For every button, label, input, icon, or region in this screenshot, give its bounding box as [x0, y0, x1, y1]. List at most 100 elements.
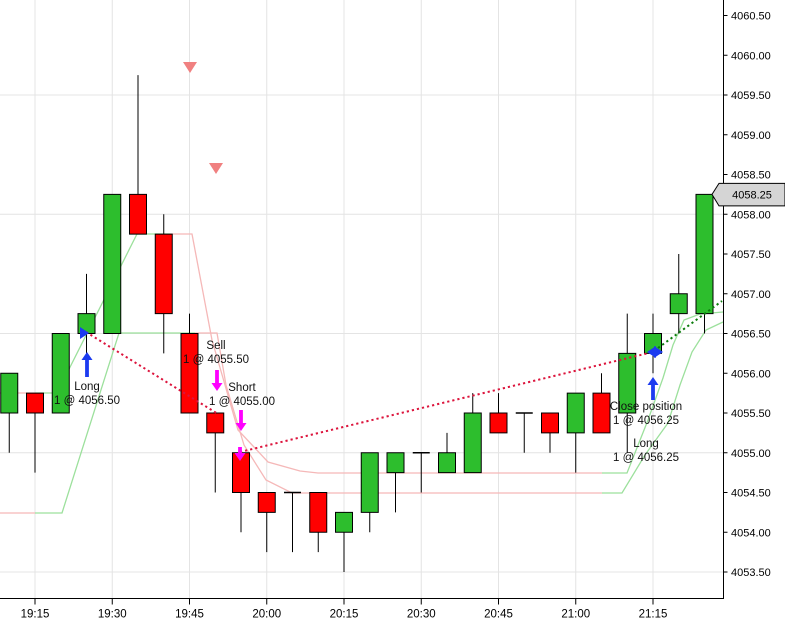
candle-21:00 [566, 392, 585, 473]
x-tick-label: 20:45 [484, 609, 513, 621]
candle-21:20 [669, 254, 688, 334]
indicator-line-down [170, 233, 602, 474]
x-tick-label: 19:45 [175, 609, 204, 621]
y-tick-label: 4057.00 [731, 289, 771, 301]
y-tick-label: 4054.50 [731, 488, 771, 500]
x-tick-label: 19:30 [98, 609, 127, 621]
x-tick-label: 21:15 [639, 609, 668, 621]
indicator-line-up [35, 332, 195, 514]
indicator-line-up [602, 311, 724, 474]
candle-body [309, 492, 328, 533]
x-tick-label: 20:30 [407, 609, 436, 621]
candle-body [489, 412, 508, 434]
candle-body [463, 412, 482, 474]
indicator-line-up [602, 321, 724, 494]
candle-19:55 [232, 452, 250, 533]
candle-20:55 [541, 412, 559, 453]
candle-body [541, 412, 559, 434]
candle-20:20 [360, 452, 379, 533]
candle-body [618, 352, 637, 414]
down-arrow-icon [234, 447, 246, 461]
y-tick-label: 4056.00 [731, 368, 771, 380]
trade-annotations: Long 1 @ 4056.50 Sell 1 @ 4055.50 Short 1 @ 4… [54, 340, 682, 464]
annotation-long-entry-1: Long 1 @ 4056.50 [54, 381, 120, 407]
candle-20:10 [309, 492, 328, 553]
x-tick-label: 20:00 [252, 609, 281, 621]
indicator-line-up [35, 233, 170, 394]
y-tick-label: 4054.00 [731, 527, 771, 539]
candle-19:15 [26, 392, 44, 473]
y-tick-label: 4055.00 [731, 448, 771, 460]
y-tick-label: 4055.50 [731, 408, 771, 420]
up-arrow-icon [647, 377, 659, 400]
candle-body [154, 233, 173, 315]
x-tick-label: 21:00 [561, 609, 590, 621]
gridlines [0, 0, 723, 599]
y-tick-label: 4060.50 [731, 11, 771, 23]
candle-body [103, 193, 122, 334]
y-tick-label: 4058.50 [731, 170, 771, 182]
candle-20:15 [335, 511, 353, 572]
candlestick-series [0, 75, 714, 572]
candle-body [26, 392, 44, 414]
down-arrow-icon [235, 410, 247, 431]
flag-right-icon [654, 346, 663, 358]
candle-21:05 [592, 373, 611, 434]
flag-left-icon [647, 346, 656, 358]
y-tick-label: 4058.00 [731, 209, 771, 221]
candle-body [566, 392, 585, 434]
candle-body [335, 511, 353, 533]
candle-19:40 [154, 214, 173, 354]
trade-markers [80, 62, 663, 461]
candle-20:35 [438, 432, 456, 474]
trailing-stop-indicator [0, 233, 724, 514]
candle-20:50 [515, 412, 533, 453]
y-tick-label: 4053.50 [731, 567, 771, 579]
y-tick-label: 4059.00 [731, 130, 771, 142]
candle-21:15 [644, 313, 662, 374]
x-tick-label: 19:15 [21, 609, 50, 621]
candle-body [669, 293, 688, 315]
candle-body [592, 392, 611, 434]
candle-20:25 [386, 452, 405, 513]
candle-body [257, 492, 276, 513]
candle-19:30 [103, 193, 122, 334]
candle-body [51, 333, 70, 414]
candle-19:20 [51, 333, 70, 414]
candle-body [0, 372, 19, 414]
sell-signal-triangle-icon [183, 62, 197, 73]
candle-body [695, 193, 714, 315]
y-axis-labels[interactable]: 4060.50 4060.00 4059.50 4059.00 4058.50 4058.… [723, 11, 771, 580]
flag-right-icon [80, 327, 89, 339]
candle-19:50 [206, 412, 225, 493]
annotation-short-entry: Short 1 @ 4055.00 [209, 382, 275, 408]
trade-lines [85, 300, 723, 453]
candle-body [180, 333, 199, 414]
candle-21:10 [618, 313, 637, 453]
annotation-close-position: Close position 1 @ 4056.25 [610, 401, 682, 427]
annotation-sell-exit: Sell 1 @ 4055.50 [183, 340, 249, 366]
trade-line-loss [239, 351, 654, 453]
x-axis-labels[interactable]: 19:15 19:30 19:45 20:00 20:15 20:30 20:45 21:00… [21, 598, 668, 621]
price-tag-value: 4058.25 [732, 189, 772, 201]
y-tick-label: 4060.00 [731, 50, 771, 62]
down-arrow-icon [211, 370, 223, 391]
candle-body [129, 193, 147, 235]
candle-20:05 [284, 491, 301, 553]
candle-19:35 [129, 75, 147, 235]
candle-19:25 [77, 273, 96, 354]
y-axis-panel-bg [724, 0, 785, 628]
y-tick-label: 4057.50 [731, 249, 771, 261]
candle-20:00 [257, 492, 276, 553]
y-tick-label: 4059.50 [731, 90, 771, 102]
x-tick-label: 20:15 [330, 609, 359, 621]
price-tag-shape [711, 182, 785, 207]
candle-body [360, 452, 379, 513]
y-tick-label: 4056.50 [731, 329, 771, 341]
sell-signal-triangle-icon [209, 163, 223, 174]
candle-body [438, 452, 456, 474]
candle-body [206, 412, 225, 434]
